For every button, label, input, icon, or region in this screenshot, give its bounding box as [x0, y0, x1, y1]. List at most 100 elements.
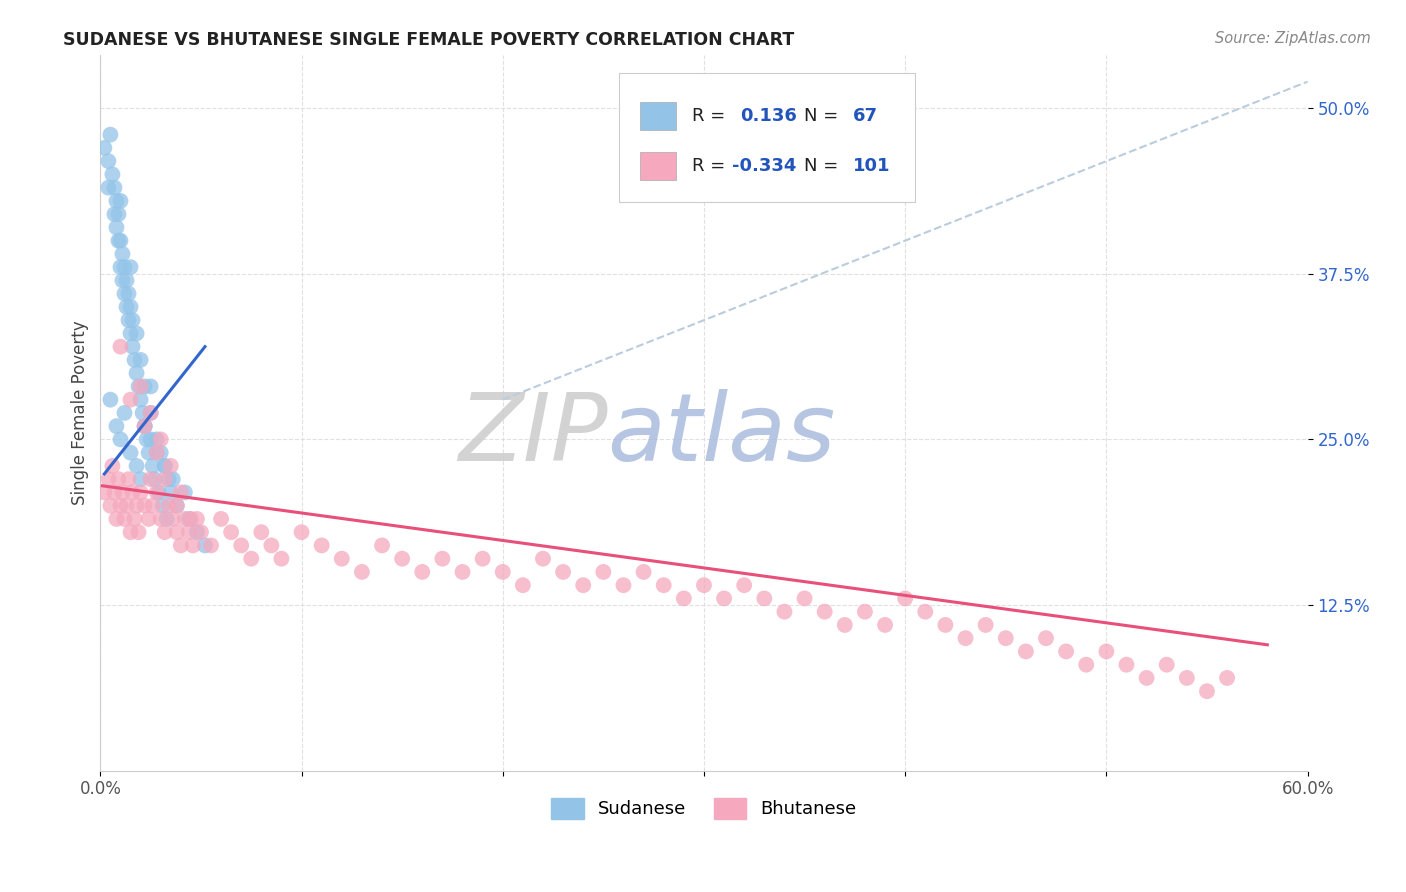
- Point: [149, 512, 172, 526]
- Point: [111, 485, 134, 500]
- Point: [240, 551, 263, 566]
- Point: [157, 499, 180, 513]
- Point: [114, 512, 136, 526]
- Point: [97, 180, 120, 194]
- Y-axis label: Single Female Poverty: Single Female Poverty: [72, 320, 89, 505]
- Point: [124, 352, 146, 367]
- Point: [411, 565, 433, 579]
- Point: [120, 326, 142, 341]
- Text: -0.334: -0.334: [731, 157, 796, 175]
- Point: [115, 273, 138, 287]
- Point: [894, 591, 917, 606]
- Point: [134, 419, 156, 434]
- Point: [793, 591, 815, 606]
- Point: [128, 525, 150, 540]
- Point: [129, 352, 152, 367]
- Point: [135, 433, 157, 447]
- Point: [153, 525, 176, 540]
- Point: [105, 220, 128, 235]
- Point: [1015, 644, 1038, 658]
- Point: [773, 605, 796, 619]
- Point: [186, 512, 208, 526]
- Point: [250, 525, 273, 540]
- Point: [121, 313, 143, 327]
- Point: [572, 578, 595, 592]
- Point: [121, 485, 143, 500]
- Point: [350, 565, 373, 579]
- Point: [153, 458, 176, 473]
- Point: [103, 485, 125, 500]
- Point: [553, 565, 575, 579]
- Point: [120, 392, 142, 407]
- Point: [713, 591, 735, 606]
- Point: [1095, 644, 1118, 658]
- Point: [134, 419, 156, 434]
- Point: [145, 433, 167, 447]
- Point: [1054, 644, 1077, 658]
- Point: [97, 154, 120, 169]
- Point: [1136, 671, 1159, 685]
- Point: [149, 433, 172, 447]
- Point: [111, 273, 134, 287]
- Point: [451, 565, 474, 579]
- Point: [170, 538, 193, 552]
- Point: [120, 445, 142, 459]
- Point: [125, 458, 148, 473]
- Point: [101, 168, 124, 182]
- Point: [100, 128, 122, 142]
- Point: [270, 551, 292, 566]
- Point: [166, 499, 188, 513]
- Point: [110, 234, 132, 248]
- Point: [492, 565, 515, 579]
- Point: [115, 300, 138, 314]
- Point: [93, 141, 115, 155]
- Text: 0.136: 0.136: [740, 107, 797, 125]
- Point: [139, 379, 162, 393]
- Point: [974, 618, 997, 632]
- Point: [531, 551, 554, 566]
- Point: [93, 485, 115, 500]
- Point: [145, 445, 167, 459]
- Point: [114, 260, 136, 275]
- FancyBboxPatch shape: [620, 73, 915, 202]
- Point: [1195, 684, 1218, 698]
- Point: [1156, 657, 1178, 672]
- Point: [1035, 631, 1057, 645]
- Point: [105, 512, 128, 526]
- Text: N =: N =: [804, 157, 844, 175]
- Point: [134, 499, 156, 513]
- Point: [754, 591, 776, 606]
- Point: [371, 538, 394, 552]
- Point: [149, 445, 172, 459]
- Point: [138, 512, 160, 526]
- Point: [173, 512, 195, 526]
- Point: [129, 472, 152, 486]
- Point: [125, 326, 148, 341]
- Point: [633, 565, 655, 579]
- Point: [219, 525, 242, 540]
- Point: [110, 340, 132, 354]
- Point: [159, 485, 181, 500]
- Text: SUDANESE VS BHUTANESE SINGLE FEMALE POVERTY CORRELATION CHART: SUDANESE VS BHUTANESE SINGLE FEMALE POVE…: [63, 31, 794, 49]
- Point: [186, 525, 208, 540]
- Point: [110, 433, 132, 447]
- Point: [181, 538, 204, 552]
- Point: [311, 538, 333, 552]
- Point: [180, 512, 202, 526]
- Text: 101: 101: [852, 157, 890, 175]
- Text: atlas: atlas: [607, 389, 835, 480]
- Point: [111, 247, 134, 261]
- Point: [120, 300, 142, 314]
- Text: N =: N =: [804, 107, 844, 125]
- Point: [152, 499, 174, 513]
- Text: R =: R =: [692, 157, 731, 175]
- Point: [103, 207, 125, 221]
- Text: ZIP: ZIP: [458, 389, 607, 480]
- Point: [955, 631, 977, 645]
- Point: [145, 445, 167, 459]
- Point: [142, 458, 165, 473]
- Point: [124, 512, 146, 526]
- Point: [153, 458, 176, 473]
- Point: [120, 260, 142, 275]
- Point: [512, 578, 534, 592]
